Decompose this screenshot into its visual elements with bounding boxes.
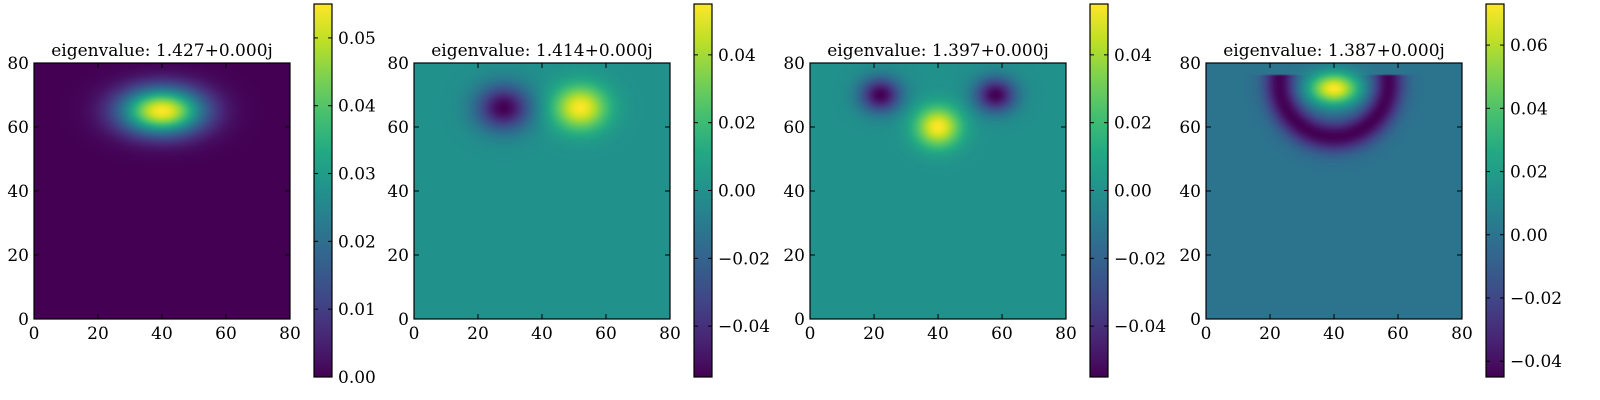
x-tick-label: 0 [29,324,40,344]
x-tick-label: 60 [595,324,617,344]
x-tick-label: 40 [531,324,553,344]
colorbar-tick-label: 0.04 [718,46,756,66]
colorbar-tick-label: −0.04 [1510,352,1562,372]
y-tick-label: 20 [7,246,29,266]
x-tick-label: 60 [215,324,237,344]
colorbar-tick-label: 0.04 [338,97,376,117]
y-tick-label: 80 [783,54,805,74]
colorbar-tick-label: 0.00 [1114,182,1152,202]
y-tick-label: 80 [7,54,29,74]
chart-title: eigenvalue: 1.414+0.000j [431,41,653,61]
colorbar-tick-label: 0.05 [338,29,376,49]
panel-4: 0 20 40 60 80 0 20 40 60 80 eigenvalue: 1.387+0.00… [1179,3,1562,378]
colorbar-tick-label: −0.04 [1114,317,1166,337]
x-tick-label: 40 [151,324,173,344]
colorbar-tick-label: −0.02 [1510,289,1562,309]
x-tick-label: 0 [409,324,420,344]
colorbar-tick-label: 0.02 [718,114,756,134]
heatmap-image [414,63,670,319]
colorbar-tick-label: 0.00 [718,182,756,202]
heatmap-image [34,63,290,319]
colorbar-tick-label: 0.02 [1114,114,1152,134]
colorbar-tick-label: 0.02 [1510,163,1548,183]
y-tick-label: 80 [387,54,409,74]
x-tick-label: 0 [805,324,816,344]
x-tick-label: 80 [279,324,301,344]
y-tick-label: 60 [1179,118,1201,138]
x-tick-label: 80 [659,324,681,344]
y-tick-label: 40 [387,182,409,202]
colorbar [1485,3,1505,378]
colorbar [313,3,333,378]
colorbar-tick-label: −0.04 [718,317,770,337]
y-tick-label: 0 [794,310,805,330]
x-tick-label: 20 [467,324,489,344]
panel-3: 0 20 40 60 80 0 20 40 60 80 eigenvalue: 1.397+0.00… [783,3,1166,378]
y-tick-label: 60 [7,118,29,138]
colorbar-tick-label: −0.02 [1114,249,1166,269]
y-tick-label: 0 [1190,310,1201,330]
colorbar-tick-label: −0.02 [718,249,770,269]
x-tick-label: 80 [1451,324,1473,344]
colorbar-tick-label: 0.04 [1510,99,1548,119]
panels: 0 20 40 60 80 0 20 40 60 80 eigenvalue: 1.427+0.00… [7,3,1562,388]
chart-title: eigenvalue: 1.397+0.000j [827,41,1049,61]
x-tick-label: 40 [1323,324,1345,344]
colorbar-tick-label: 0.00 [1510,226,1548,246]
x-tick-label: 20 [1259,324,1281,344]
y-tick-label: 40 [7,182,29,202]
y-tick-label: 0 [398,310,409,330]
heatmap-image [1206,63,1462,319]
colorbar-tick-label: 0.01 [338,300,376,320]
panel-2: 0 20 40 60 80 0 20 40 60 80 eigenvalue: 1.414+0.00… [387,3,770,378]
y-tick-label: 20 [783,246,805,266]
x-tick-label: 20 [863,324,885,344]
x-tick-label: 40 [927,324,949,344]
colorbar-tick-label: 0.06 [1510,36,1548,56]
chart-title: eigenvalue: 1.387+0.000j [1223,41,1445,61]
y-tick-label: 40 [1179,182,1201,202]
y-tick-label: 40 [783,182,805,202]
y-tick-label: 20 [387,246,409,266]
x-tick-label: 80 [1055,324,1077,344]
colorbar-tick-label: 0.03 [338,165,376,185]
x-tick-label: 20 [87,324,109,344]
panel-1: 0 20 40 60 80 0 20 40 60 80 eigenvalue: 1.427+0.00… [7,3,376,388]
y-tick-label: 60 [387,118,409,138]
y-tick-label: 20 [1179,246,1201,266]
chart-title: eigenvalue: 1.427+0.000j [51,41,273,61]
y-tick-label: 0 [18,310,29,330]
y-tick-label: 80 [1179,54,1201,74]
x-tick-label: 60 [991,324,1013,344]
x-tick-label: 0 [1201,324,1212,344]
y-tick-label: 60 [783,118,805,138]
heatmap-image [810,63,1066,319]
colorbar-tick-label: 0.02 [338,232,376,252]
x-tick-label: 60 [1387,324,1409,344]
colorbar-tick-label: 0.00 [338,368,376,388]
colorbar-tick-label: 0.04 [1114,46,1152,66]
